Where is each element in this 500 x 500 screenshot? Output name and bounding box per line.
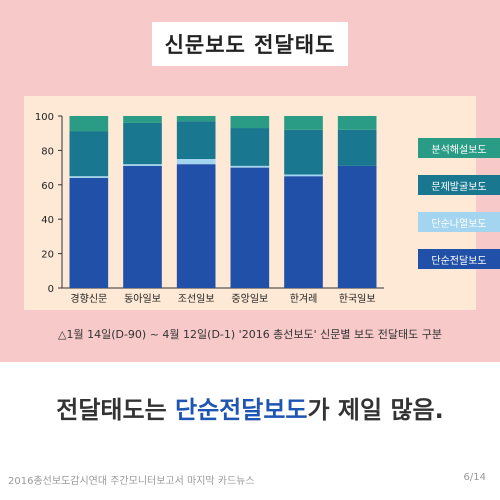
bar-segment [69,176,109,178]
card-title-box: 신문보도 전달태도 [152,22,348,66]
x-tick-label: 중앙일보 [231,293,268,305]
y-tick-label: 20 [41,250,54,261]
bar-segment [176,164,216,288]
x-tick-label: 조선일보 [178,293,215,305]
stacked-bar-chart: 0 20 40 60 80 100 경향신문 동아일보 조선일보 중앙일보 한겨레 한국일보 [35,112,384,305]
y-tick-label: 0 [48,284,54,295]
bar-segment [230,167,270,288]
legend-label-analysis: 분석해설보도 [431,144,487,156]
bar-segment [284,116,323,130]
legend-item-problem: 문제발굴보도 [418,175,500,195]
bar-segment [69,177,109,288]
x-tick-label: 동아일보 [124,293,161,305]
bar-segment [176,116,216,122]
footer-source: 2016총선보도감시연대 주간모니터보고서 마지막 카드뉴스 [8,476,255,487]
bar-segment [176,121,216,159]
chart-caption: △1월 14일(D-90) ~ 4월 12일(D-1) '2016 총선보도' … [58,328,442,341]
y-tick-label: 80 [41,146,54,157]
chart-area: 0 20 40 60 80 100 경향신문 동아일보 조선일보 중앙일보 한겨레 한국일보 분석해설… [24,96,500,310]
bar-segment [337,129,377,166]
headline: 전달태도는 단순전달보도가 제일 많음. [0,390,500,425]
footer-page-number: 6/14 [463,472,486,483]
bar-segment [230,128,270,166]
headline-before: 전달태도는 [56,396,176,424]
bar-segment [123,122,162,165]
legend-label-problem: 문제발굴보도 [431,181,487,193]
x-tick-label: 한국일보 [339,293,376,305]
bar-segment [230,116,270,129]
legend-item-analysis: 분석해설보도 [418,138,500,158]
bar-segment [284,174,323,177]
bar-segment [284,176,323,288]
bar-segment [123,165,162,288]
bar-segment [284,129,323,175]
y-tick-label: 60 [41,181,54,192]
x-tick-label: 한겨레 [290,293,318,305]
bar-segment [230,165,270,168]
bar-segment [123,116,162,123]
legend-label-simple: 단순전달보도 [431,255,487,267]
legend-item-simple: 단순전달보도 [418,249,500,269]
bar-segment [337,116,377,130]
x-tick-label: 경향신문 [70,292,107,305]
bar-segment [69,131,109,177]
legend-item-list: 단순나열보도 [418,212,500,232]
bar-segment [69,116,109,132]
card-title: 신문보도 전달태도 [164,33,336,57]
bar-segment [337,165,377,288]
headline-after: 가 제일 많음. [307,396,444,424]
bar-segment [176,159,216,165]
legend-label-list: 단순나열보도 [431,218,487,230]
y-tick-label: 100 [35,112,54,123]
bar-segment [123,164,162,166]
y-tick-label: 40 [41,215,54,226]
headline-highlight: 단순전달보도 [175,396,308,424]
